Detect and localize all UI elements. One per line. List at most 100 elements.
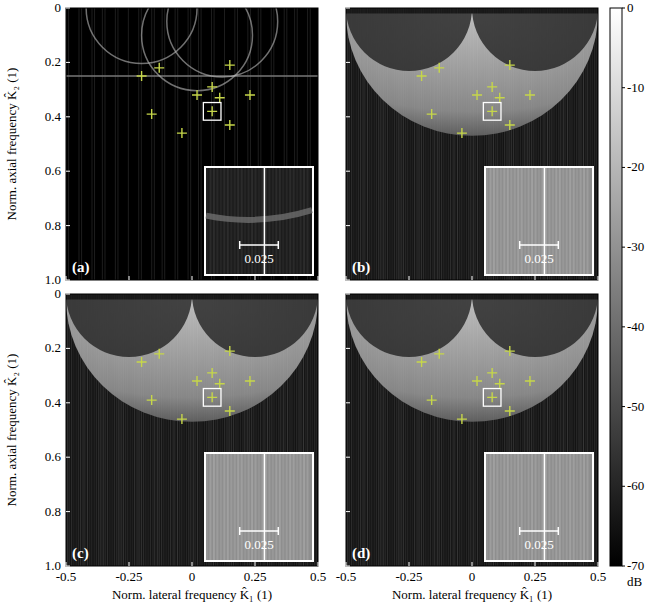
colorbar-tick <box>622 486 625 487</box>
inset-band <box>206 210 312 220</box>
inset-texture <box>573 454 575 560</box>
scale-bar-label: 0.025 <box>244 251 273 266</box>
marker-plus <box>207 106 217 116</box>
inset-texture <box>496 168 498 274</box>
marker-plus <box>457 128 467 138</box>
streak <box>66 75 318 77</box>
streak <box>198 8 199 280</box>
inset-texture <box>486 454 488 560</box>
scale-bar-label: 0.025 <box>244 537 273 552</box>
inset-texture <box>500 454 502 560</box>
x-axis-title: Norm. lateral frequency K̂₁ (1) <box>112 587 272 602</box>
y-tick <box>346 8 350 9</box>
y-tick-label: 0.6 <box>45 163 62 178</box>
marker-plus <box>137 71 147 81</box>
frame <box>66 8 318 280</box>
marker-plus <box>225 60 235 70</box>
x-tick <box>129 562 130 566</box>
x-tick-label: 0 <box>189 569 196 584</box>
x-tick <box>346 562 347 566</box>
inset-texture <box>213 168 215 274</box>
streak <box>115 8 116 280</box>
y-tick <box>66 8 70 9</box>
streak <box>188 8 189 280</box>
marker-plus <box>525 376 535 386</box>
inset-texture <box>521 454 523 560</box>
x-tick <box>66 562 67 566</box>
panel-label: (a) <box>72 259 90 276</box>
inset-texture <box>489 168 491 274</box>
colorbar-label: dB <box>627 574 643 589</box>
background <box>66 294 318 566</box>
colorbar-tick-label: -70 <box>627 558 644 573</box>
y-tick <box>346 294 350 295</box>
inset-texture <box>569 168 571 274</box>
y-tick <box>66 171 70 172</box>
y-tick <box>346 171 350 172</box>
colorbar-tick <box>622 326 625 327</box>
streak <box>347 8 348 280</box>
inset-texture <box>583 168 585 274</box>
inset-texture <box>303 454 305 560</box>
streak <box>316 294 317 566</box>
scale-bar <box>520 527 559 535</box>
inset-texture <box>234 454 236 560</box>
x-tick <box>409 562 410 566</box>
x-tick-label: -0.5 <box>336 569 357 584</box>
streak <box>94 8 95 280</box>
streak <box>68 8 69 280</box>
marker-plus <box>505 120 515 130</box>
colorbar-tick-label: 0 <box>627 0 634 15</box>
inset <box>485 167 593 275</box>
marker-plus <box>215 379 225 389</box>
colorbar-tick-label: -40 <box>627 319 644 334</box>
colorbar-tick-label: -30 <box>627 239 644 254</box>
inset-texture <box>286 454 288 560</box>
y-tick <box>66 225 70 226</box>
streak <box>151 8 152 280</box>
marker-plus <box>525 90 535 100</box>
inset-texture <box>223 454 225 560</box>
inset-texture <box>209 454 211 560</box>
marker-plus <box>147 395 157 405</box>
y-tick <box>66 116 70 117</box>
inset-texture <box>206 454 208 560</box>
scale-bar <box>520 241 559 249</box>
streak <box>234 8 235 280</box>
inset-texture <box>296 168 298 274</box>
inset-texture <box>489 454 491 560</box>
streak <box>297 8 298 280</box>
inset-texture <box>510 168 512 274</box>
marker-plus <box>434 349 444 359</box>
streak <box>141 8 142 280</box>
marker-plus <box>147 109 157 119</box>
inset-texture <box>559 454 561 560</box>
streak <box>349 294 350 566</box>
inset-texture <box>555 168 557 274</box>
inset-texture <box>275 454 277 560</box>
inset-texture <box>514 454 516 560</box>
x-tick <box>598 276 599 280</box>
y-tick <box>66 511 70 512</box>
inset-texture <box>209 168 211 274</box>
y-tick <box>346 511 350 512</box>
colorbar-tick <box>622 566 625 567</box>
marker-plus <box>434 63 444 73</box>
marker-plus <box>154 349 164 359</box>
x-tick <box>318 562 319 566</box>
panel-label: (d) <box>352 545 370 562</box>
arc <box>142 8 253 91</box>
x-tick <box>192 562 193 566</box>
zoom-box <box>483 103 501 121</box>
x-tick-label: -0.25 <box>395 569 422 584</box>
streak <box>102 8 103 280</box>
y-tick-label: 0 <box>55 286 62 301</box>
streak <box>314 294 315 566</box>
inset-texture <box>500 168 502 274</box>
inset-texture <box>237 454 239 560</box>
y-tick <box>346 457 350 458</box>
streak <box>67 294 68 566</box>
spectrum-notch <box>346 294 598 357</box>
marker-plus <box>417 357 427 367</box>
y-tick <box>66 280 70 281</box>
